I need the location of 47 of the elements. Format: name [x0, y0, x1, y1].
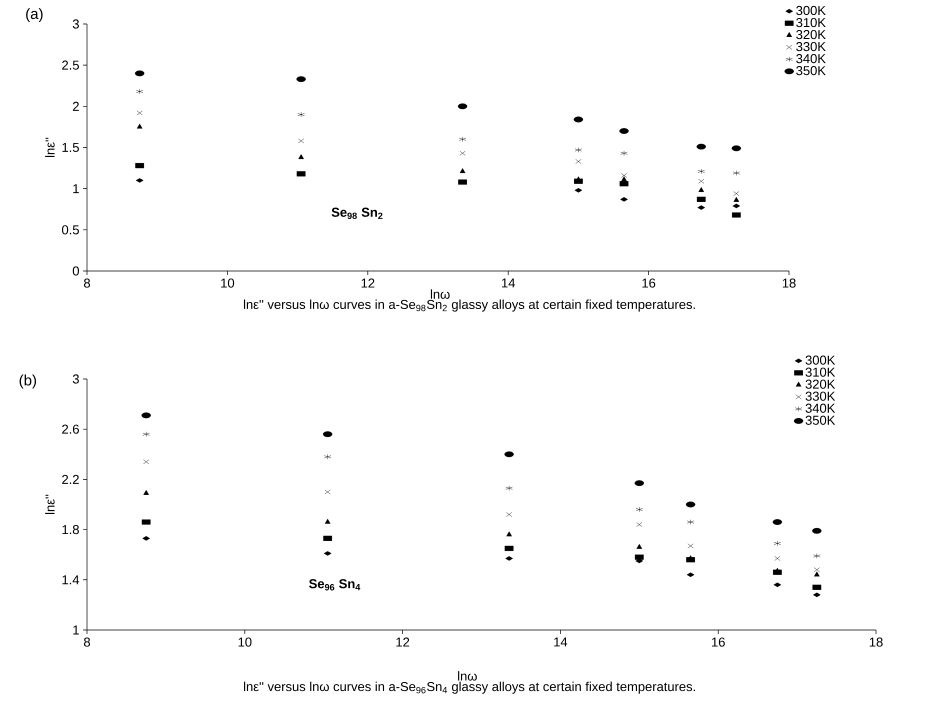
legend-label: 340K	[796, 54, 826, 64]
y-tick-label: 3	[72, 19, 79, 29]
x-tick-label: 14	[502, 278, 516, 288]
legend-label: 350K	[796, 66, 826, 76]
y-axis-title: lnε''	[45, 494, 55, 514]
x-tick-label: 8	[84, 278, 90, 288]
x-tick-label: 10	[221, 278, 234, 288]
x-tick-label: 16	[712, 638, 725, 647]
y-tick-label: 2.2	[62, 474, 79, 484]
legend-label: 350K	[806, 416, 836, 425]
y-tick-label: 0.5	[62, 225, 79, 234]
x-tick-label: 14	[554, 638, 568, 646]
x-tick-label: 10	[238, 638, 252, 647]
y-tick-label: 1	[73, 626, 79, 634]
legend-label: 320K	[796, 30, 826, 40]
y-axis-title: lnε''	[45, 138, 55, 158]
y-tick-label: 1.5	[62, 142, 79, 152]
chart-title: (b)	[20, 374, 36, 388]
x-tick-label: 18	[870, 638, 883, 647]
y-tick-label: 2.6	[62, 424, 79, 434]
legend-label: 310K	[796, 18, 826, 28]
legend-label: 340K	[806, 404, 836, 413]
x-tick-label: 16	[642, 278, 656, 288]
x-tick-label: 18	[782, 278, 796, 288]
legend-label: 310K	[806, 368, 836, 377]
annotation: Se$_{98}$ Sn$_{2}$	[332, 208, 382, 220]
x-axis-title: lnω	[430, 289, 450, 299]
legend-label: 330K	[806, 392, 836, 401]
text: lnε'' versus lnω curves in a-Se$_{98}$Sn$_{2}$ glassy alloys at certain fixed temperatures.	[244, 300, 695, 312]
y-tick-label: 1.8	[62, 524, 79, 534]
x-axis-title: lnω	[458, 671, 477, 681]
y-tick-label: 2	[72, 102, 79, 111]
y-tick-label: 0	[72, 266, 79, 276]
legend-label: 300K	[796, 6, 826, 16]
x-tick-label: 8	[84, 638, 90, 647]
text: lnε'' versus lnω curves in a-Se$_{96}$Sn$_{4}$ glassy alloys at certain fixed temperatures.	[244, 682, 695, 694]
annotation: Se$_{96}$ Sn$_{4}$	[309, 579, 360, 590]
y-tick-label: 1.4	[62, 575, 80, 584]
y-tick-label: 2.5	[62, 60, 79, 70]
y-tick-label: 1	[73, 184, 79, 194]
y-tick-label: 3	[72, 374, 79, 384]
chart-title: (a)	[26, 8, 43, 22]
legend-label: 300K	[806, 356, 836, 365]
x-tick-label: 12	[396, 638, 410, 647]
legend-label: 330K	[796, 42, 826, 52]
x-tick-label: 12	[362, 278, 374, 288]
legend-label: 320K	[806, 380, 836, 389]
